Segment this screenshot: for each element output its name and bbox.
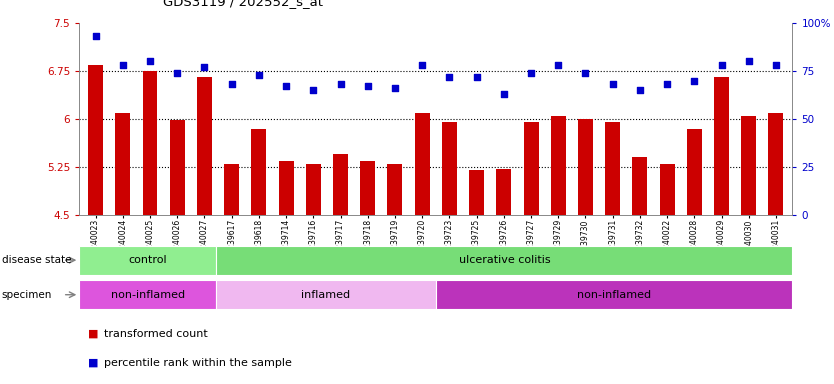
Bar [143,71,158,215]
Text: GDS3119 / 202552_s_at: GDS3119 / 202552_s_at [163,0,323,8]
Point [415,62,429,68]
Bar [279,161,294,215]
Point [389,85,402,91]
Bar [360,161,375,215]
Point [579,70,592,76]
Bar [550,116,565,215]
Bar [660,164,675,215]
Bar [741,116,756,215]
Point [715,62,728,68]
Point [170,70,183,76]
Point [143,58,157,65]
Point [551,62,565,68]
Bar [768,113,783,215]
Text: ■: ■ [88,329,98,339]
Bar [216,246,792,275]
Bar [578,119,593,215]
Point [688,78,701,84]
Bar [496,169,511,215]
Text: disease state: disease state [2,255,71,265]
Bar [88,65,103,215]
Bar [197,78,212,215]
Point [225,81,239,88]
Bar [306,164,321,215]
Point [443,74,456,80]
Text: ulcerative colitis: ulcerative colitis [459,255,550,265]
Bar [442,122,457,215]
Point [769,62,782,68]
Point [661,81,674,88]
Point [89,33,103,40]
Text: percentile rank within the sample: percentile rank within the sample [104,358,292,368]
Point [525,70,538,76]
Text: non-inflamed: non-inflamed [577,290,651,300]
Point [307,87,320,93]
Bar [687,129,701,215]
Point [497,91,510,97]
Bar [435,280,792,309]
Text: ■: ■ [88,358,98,368]
Point [279,83,293,89]
Point [470,74,483,80]
Text: non-inflamed: non-inflamed [111,290,185,300]
Point [252,72,265,78]
Bar [388,164,403,215]
Bar [524,122,539,215]
Text: specimen: specimen [2,290,52,300]
Bar [224,164,239,215]
Bar [632,157,647,215]
Bar [170,120,184,215]
Text: control: control [128,255,167,265]
Point [198,64,211,70]
Bar [251,129,266,215]
Bar [216,280,435,309]
Bar [79,280,216,309]
Bar [714,78,729,215]
Bar [469,170,484,215]
Bar [115,113,130,215]
Point [633,87,646,93]
Bar [79,246,216,275]
Point [742,58,756,65]
Text: inflamed: inflamed [302,290,350,300]
Bar [333,154,348,215]
Bar [414,113,430,215]
Point [116,62,129,68]
Point [361,83,374,89]
Point [334,81,347,88]
Bar [605,122,620,215]
Point [606,81,620,88]
Text: transformed count: transformed count [104,329,208,339]
